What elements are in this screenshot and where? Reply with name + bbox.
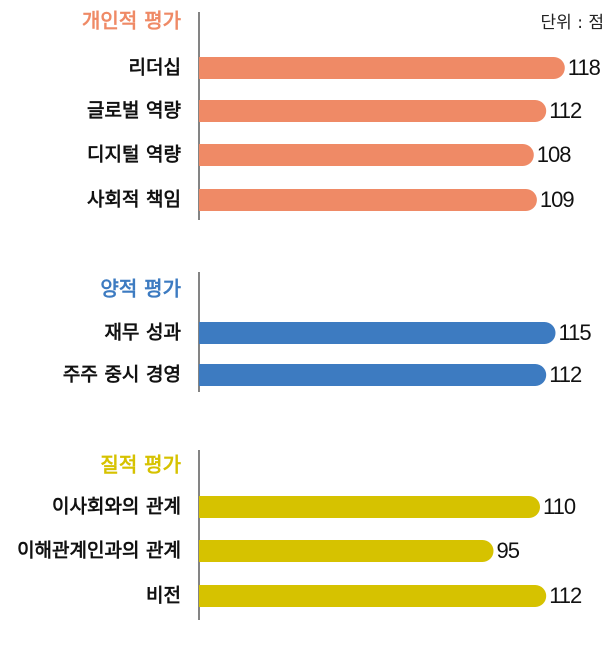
bar-base xyxy=(199,57,221,79)
bar-base xyxy=(199,585,221,607)
category-label: 리더십 xyxy=(129,57,181,79)
bar-base xyxy=(199,322,221,344)
data-label: 112 xyxy=(549,362,582,387)
bar xyxy=(199,585,547,607)
data-label: 108 xyxy=(537,142,571,167)
category-label: 디지털 역량 xyxy=(87,144,182,166)
category-label: 사회적 책임 xyxy=(87,189,181,211)
group-title: 양적 평가 xyxy=(100,277,181,301)
category-label: 주주 중시 경영 xyxy=(63,364,181,386)
bar xyxy=(199,540,494,562)
category-label: 이사회와의 관계 xyxy=(52,496,181,518)
bar xyxy=(199,189,537,211)
bar-base xyxy=(199,189,221,211)
bar xyxy=(199,100,547,122)
bar xyxy=(199,496,540,518)
data-label: 112 xyxy=(549,583,582,608)
bar xyxy=(199,144,534,166)
bar-base xyxy=(199,540,221,562)
data-label: 110 xyxy=(543,494,576,519)
data-label: 118 xyxy=(568,55,601,80)
bar-base xyxy=(199,144,221,166)
bar xyxy=(199,57,565,79)
bar xyxy=(199,322,556,344)
data-label: 109 xyxy=(540,187,574,212)
category-label: 글로벌 역량 xyxy=(87,100,182,122)
unit-label: 단위 : 점 xyxy=(540,13,604,33)
bar-base xyxy=(199,364,221,386)
group-title: 개인적 평가 xyxy=(82,9,182,33)
bar-base xyxy=(199,496,221,518)
bar xyxy=(199,364,547,386)
data-label: 115 xyxy=(559,320,592,345)
bar-base xyxy=(199,100,221,122)
category-label: 이해관계인과의 관계 xyxy=(17,540,181,562)
group-title: 질적 평가 xyxy=(100,453,181,477)
category-label: 재무 성과 xyxy=(104,322,181,344)
data-label: 95 xyxy=(497,538,520,563)
data-label: 112 xyxy=(549,98,582,123)
category-label: 비전 xyxy=(146,585,181,607)
